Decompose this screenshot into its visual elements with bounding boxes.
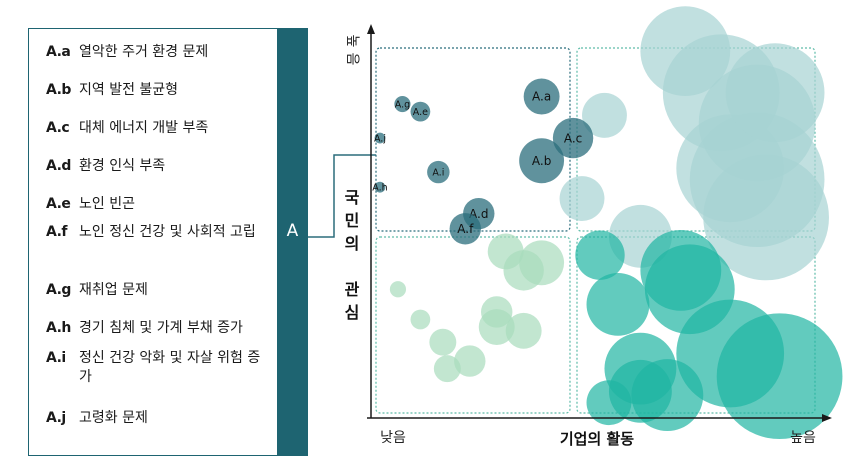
legend-text: 재취업 문제 — [79, 282, 148, 298]
legend-key: A.g — [46, 282, 71, 298]
bubble-label: A.c — [564, 131, 582, 145]
y-axis-arrow — [367, 24, 375, 34]
bubble-label: A.j — [374, 133, 386, 144]
labeled-bubble — [394, 95, 411, 113]
bubble-label: A.g — [395, 99, 410, 110]
legend-text: 노인 정신 건강 및 사회적 고립 — [79, 224, 256, 240]
legend-text: 열악한 주거 환경 문제 — [79, 44, 209, 60]
connector-line — [308, 154, 376, 238]
bubble-label: A.i — [432, 167, 444, 178]
bubble-label: A.h — [372, 183, 387, 194]
labeled-bubble — [410, 101, 431, 122]
mint-bubble — [454, 345, 486, 377]
legend-key: A.a — [46, 44, 71, 60]
legend-key: A.c — [46, 120, 70, 136]
legend-text: 지역 발전 불균형 — [79, 82, 179, 98]
teal-bubble — [604, 332, 677, 405]
mint-bubble — [478, 309, 515, 346]
mint-bubble — [519, 240, 565, 286]
light_teal-bubble — [559, 176, 605, 221]
light_teal-bubble — [582, 92, 627, 138]
y-axis-title-glyph: 국 — [345, 188, 360, 207]
y-axis-title-glyph: 민 — [345, 211, 360, 230]
legend-key: A.b — [46, 82, 71, 98]
legend-text: 고령화 문제 — [79, 410, 148, 426]
x-axis-low-label: 낮음 — [380, 430, 406, 446]
legend-text: 대체 에너지 개발 부족 — [79, 120, 209, 136]
teal-bubble — [575, 230, 625, 280]
y-axis-title-glyph: 관 — [345, 280, 360, 299]
legend-connector — [308, 154, 376, 238]
labeled-bubble — [523, 78, 560, 115]
legend-panel: A.a 열악한 주거 환경 문제 A.b 지역 발전 불균형 A.c 대체 에너지 개발 … — [28, 28, 278, 456]
light_teal-bubble — [703, 154, 829, 281]
bubble-label: A.e — [413, 107, 428, 118]
legend-key: A.e — [46, 196, 71, 212]
legend-text: 정신 건강 악화 및 자살 위험 증가 — [79, 350, 261, 385]
legend-group-band: A — [277, 28, 308, 456]
mint-bubble — [429, 328, 457, 356]
labeled-bubble — [374, 181, 386, 193]
legend-group-label: A — [286, 221, 299, 241]
labeled-bubble — [519, 138, 565, 184]
x-axis-title: 기업의 활동 — [560, 430, 634, 448]
light_teal-bubble — [725, 43, 825, 143]
legend-key: A.f — [46, 224, 68, 240]
legend-text: 환경 인식 부족 — [79, 158, 166, 174]
x-axis-arrow — [822, 414, 832, 422]
bubble-label: A.b — [532, 154, 551, 168]
legend-key: A.j — [46, 410, 66, 426]
y-axis-title-glyph: 의 — [345, 234, 360, 253]
mint-bubble — [505, 312, 542, 349]
bubble-label: A.f — [457, 222, 474, 236]
mint-bubble — [433, 355, 461, 383]
teal-bubble — [716, 313, 843, 440]
axes — [367, 24, 832, 422]
labeled-bubble — [427, 160, 450, 184]
legend-text: 경기 침체 및 가계 부채 증가 — [79, 320, 243, 336]
bubbles: A.aA.bA.cA.dA.eA.fA.gA.hA.iA.j — [372, 6, 843, 440]
y-axis-title-glyph: 심 — [345, 303, 360, 322]
mint-bubble — [389, 281, 407, 298]
y-axis-high-label: 높 — [344, 35, 360, 48]
y-axis-high-label: 음 — [344, 53, 360, 66]
legend-key: A.i — [46, 350, 66, 366]
x-axis-high-label: 높음 — [790, 430, 816, 446]
teal-bubble — [640, 229, 722, 311]
labeled-bubble — [449, 213, 482, 245]
legend-text: 노인 빈곤 — [79, 196, 135, 212]
legend-key: A.h — [46, 320, 71, 336]
labeled-bubble — [374, 132, 386, 144]
labeled-bubble — [552, 117, 594, 159]
teal-bubble — [586, 272, 650, 336]
legend-key: A.d — [46, 158, 71, 174]
mint-bubble — [410, 309, 431, 330]
bubble-label: A.a — [532, 90, 551, 104]
